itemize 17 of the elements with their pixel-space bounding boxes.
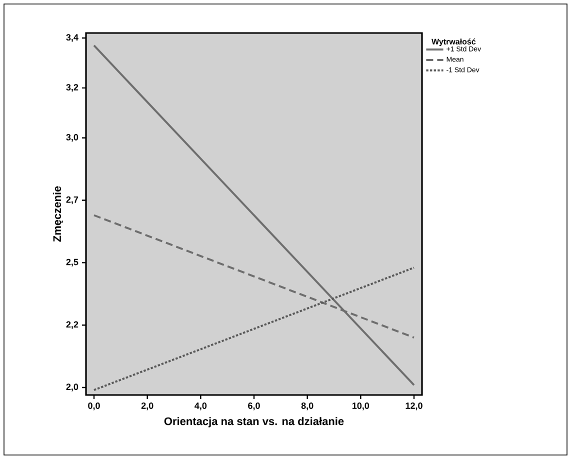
y-tick-label: 2,2: [66, 321, 78, 329]
y-tick-label: 2,5: [66, 258, 78, 267]
y-tick-label: 2,7: [66, 196, 78, 204]
x-tick-label: 2,0: [141, 402, 154, 410]
legend-title: Wytrwałość: [432, 38, 476, 46]
x-tick-label: 10,0: [352, 402, 370, 410]
x-tick-label: 12,0: [406, 402, 422, 410]
y-axis-title: Zmęczenie: [52, 186, 64, 242]
y-tick-label: 3,4: [66, 34, 78, 42]
y-tick-label: 2,0: [66, 384, 78, 392]
y-tick-label: 3,2: [66, 84, 78, 92]
x-tick-label: 0,0: [88, 402, 100, 410]
x-tick-label: 6,0: [248, 402, 260, 410]
x-tick-label: 4,0: [194, 402, 207, 410]
x-tick-label: 8,0: [301, 402, 314, 410]
x-axis-title: Orientacja na stan vs. na działanie: [164, 417, 344, 428]
y-tick-label: 3,0: [66, 134, 78, 142]
